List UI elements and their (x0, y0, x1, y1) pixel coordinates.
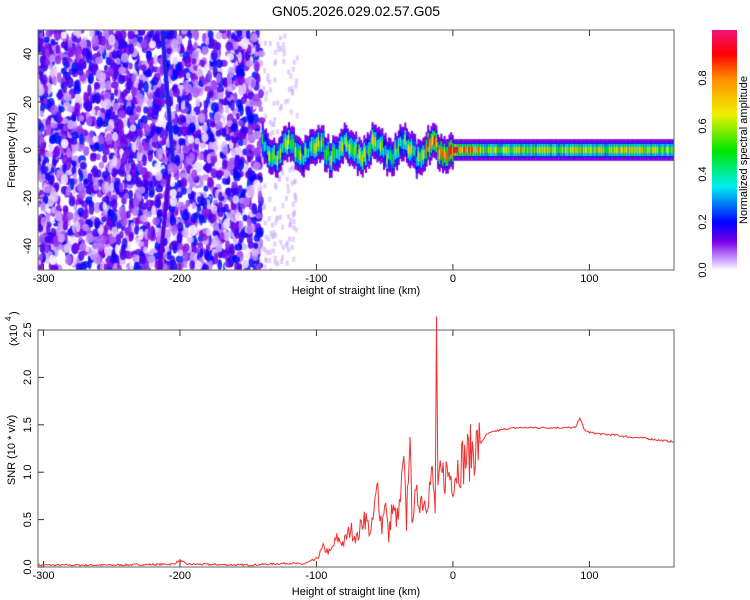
spectrogram-image (38, 30, 674, 270)
snr-series-line (37, 316, 675, 567)
y-tick-label: 2.5 (22, 322, 34, 337)
x-tick-label: 0 (450, 570, 456, 582)
scale-factor-text: (x10 (8, 325, 20, 346)
colorbar-tick-label: 0.0 (697, 262, 709, 277)
colorbar-tick-label: 0.2 (697, 214, 709, 229)
x-tick-label: -200 (169, 570, 191, 582)
x-tick-label: 100 (580, 570, 598, 582)
colorbar-tick-label: 0.4 (697, 166, 709, 181)
x-tick-label: -100 (305, 273, 327, 285)
scale-factor-label: (x10 4 ) (4, 311, 20, 346)
y-tick-label: 0 (22, 147, 34, 153)
y-tick-label: 40 (22, 48, 34, 60)
x-tick-label: -200 (169, 273, 191, 285)
colorbar-tick-label: 0.6 (697, 118, 709, 133)
top-x-axis-label: Height of straight line (km) (292, 285, 420, 297)
y-tick-label: 20 (22, 96, 34, 108)
chart-title: GN05.2026.029.02.57.G05 (272, 3, 440, 19)
y-tick-label: 1.5 (22, 417, 34, 432)
colorbar-gradient (712, 30, 737, 270)
y-tick-label: -20 (22, 190, 34, 206)
top-y-axis-label: Frequency (Hz) (6, 112, 18, 188)
bottom-x-axis-label: Height of straight line (km) (292, 586, 420, 598)
x-tick-label: 100 (580, 273, 598, 285)
y-tick-label: 2.0 (22, 370, 34, 385)
y-tick-label: 0.5 (22, 512, 34, 527)
y-tick-label: -40 (22, 238, 34, 254)
colorbar-tick-label: 0.8 (697, 70, 709, 85)
y-tick-label: 1.0 (22, 465, 34, 480)
x-tick-label: -300 (32, 570, 54, 582)
bottom-plot-frame (37, 329, 675, 568)
colorbar-label: Normalized spectral amplitude (738, 76, 750, 224)
x-tick-label: -300 (32, 273, 54, 285)
scale-factor-close: ) (8, 311, 20, 315)
x-tick-label: 0 (450, 273, 456, 285)
top-plot-frame (37, 29, 675, 271)
bottom-y-axis-label: SNR (10 * v/v) (6, 415, 18, 485)
x-tick-label: -100 (305, 570, 327, 582)
scale-factor-exponent: 4 (4, 316, 13, 321)
y-tick-label: 0.0 (22, 559, 34, 574)
